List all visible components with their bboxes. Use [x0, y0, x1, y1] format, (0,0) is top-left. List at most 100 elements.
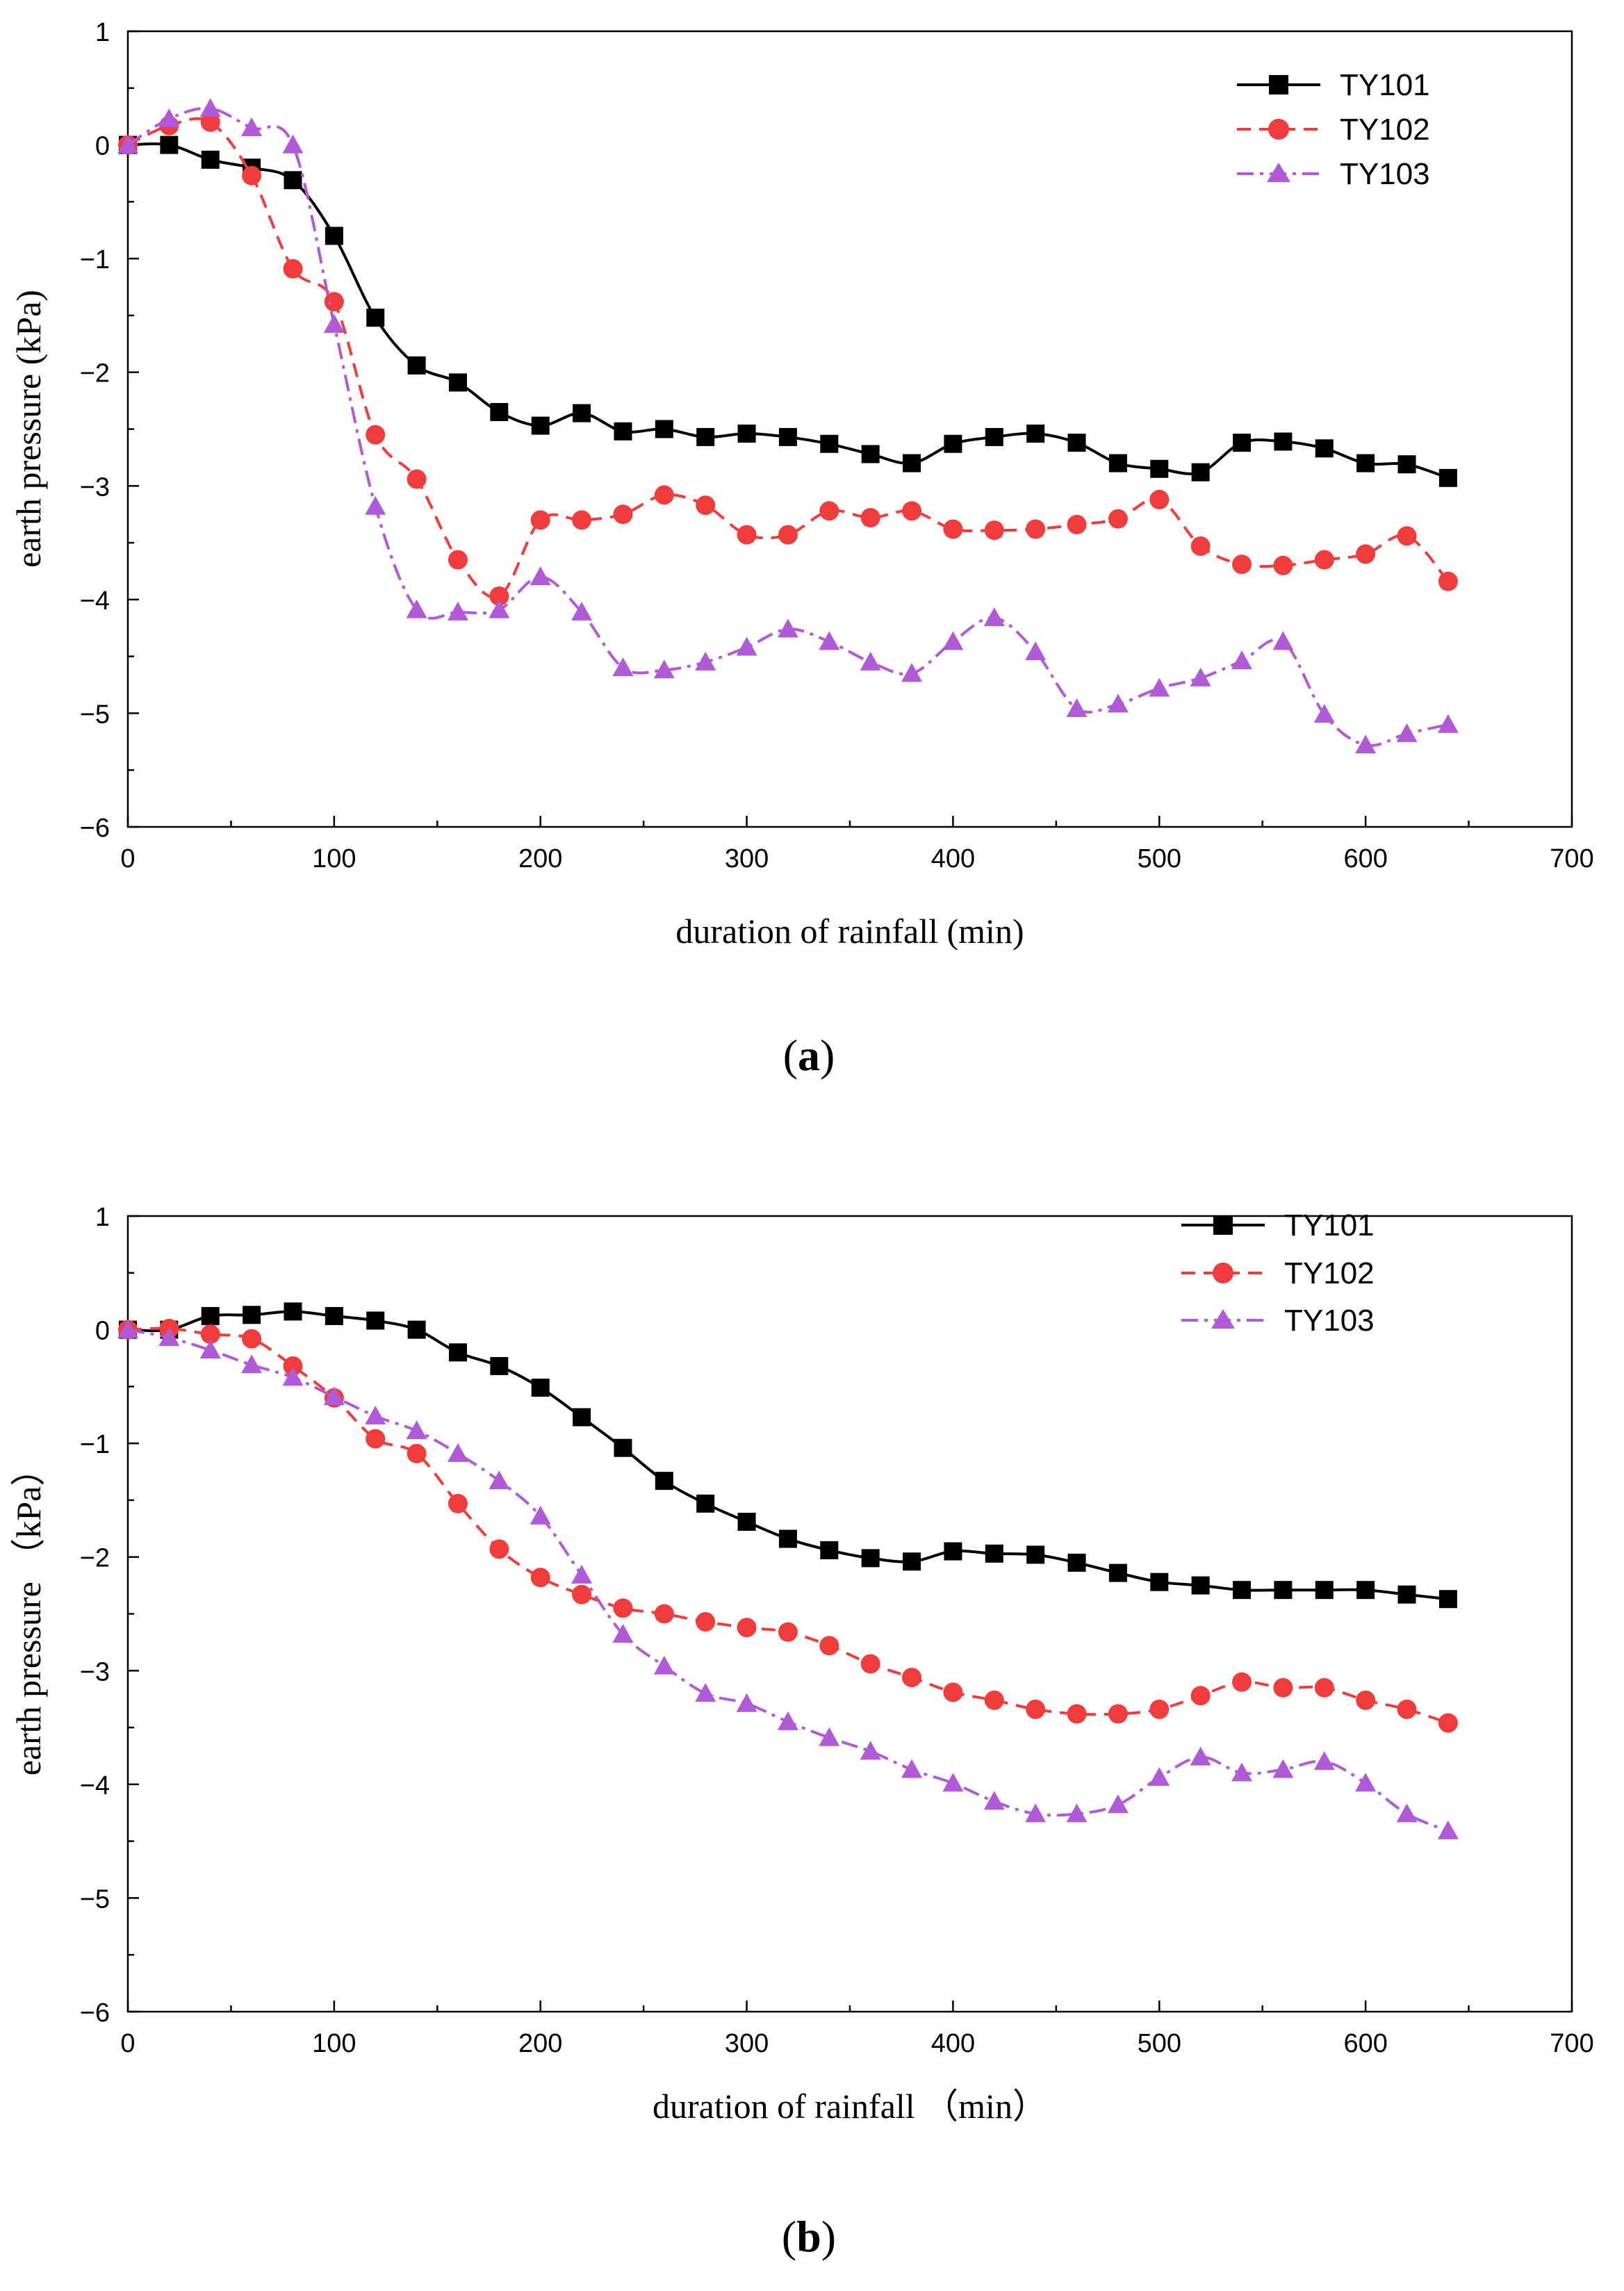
data-point	[572, 1584, 592, 1604]
data-point	[199, 1340, 221, 1359]
data-point	[241, 117, 263, 137]
data-point	[901, 663, 923, 682]
data-point	[448, 373, 467, 392]
y-tick-label: −6	[80, 814, 110, 843]
data-point	[1356, 544, 1376, 564]
data-point	[860, 1654, 880, 1674]
data-point	[1315, 1581, 1334, 1600]
data-point	[903, 454, 921, 473]
data-point	[447, 1443, 468, 1462]
data-point	[1149, 1767, 1170, 1787]
data-point	[530, 510, 550, 530]
series-layer	[117, 1302, 1459, 1839]
data-point	[1273, 555, 1293, 575]
caption-letter: a	[798, 1030, 820, 1080]
data-point	[1314, 1677, 1334, 1698]
data-point	[1272, 1759, 1294, 1778]
data-point	[1149, 1699, 1170, 1719]
y-tick-label: −1	[80, 245, 110, 274]
data-point	[903, 1552, 921, 1571]
data-point	[406, 599, 427, 618]
x-tick-label: 300	[725, 2029, 769, 2058]
data-point	[943, 1682, 963, 1702]
data-point	[1397, 526, 1417, 546]
x-axis-label: duration of rainfall （min）	[653, 2087, 1047, 2126]
x-tick-label: 300	[725, 844, 769, 873]
data-point	[242, 165, 262, 186]
data-point	[1150, 1573, 1169, 1591]
legend-label: TY103	[1340, 157, 1430, 191]
series-ty102	[118, 112, 1458, 606]
data-point	[1108, 1704, 1128, 1724]
data-point	[1190, 667, 1211, 687]
legend-triangle-marker	[1211, 1309, 1235, 1329]
data-point	[944, 434, 962, 453]
data-point	[653, 1655, 675, 1675]
data-point	[612, 1623, 634, 1643]
data-point	[201, 150, 220, 169]
data-point	[1314, 550, 1334, 570]
y-tick-label: −6	[80, 1998, 110, 2028]
legend-entry-ty101: TY101	[1237, 68, 1430, 102]
data-point	[1150, 459, 1169, 478]
x-tick-label: 400	[931, 844, 975, 873]
data-point	[1108, 454, 1127, 473]
panel-caption: (b)	[782, 2212, 836, 2261]
data-point	[447, 601, 468, 621]
legend-entry-ty102: TY102	[1181, 1256, 1375, 1290]
data-point	[1355, 1773, 1377, 1792]
tick-marks	[126, 30, 1573, 828]
data-point	[1397, 1585, 1416, 1604]
data-point	[407, 469, 427, 489]
data-point	[902, 501, 922, 521]
x-tick-label: 500	[1138, 2029, 1181, 2058]
data-point	[242, 1329, 262, 1349]
data-point	[366, 1429, 386, 1449]
data-point	[1356, 1581, 1375, 1600]
data-point	[819, 631, 840, 650]
legend: TY101 TY102 TY103	[1237, 68, 1430, 191]
y-tick-label: −3	[80, 473, 110, 502]
data-point	[1233, 1581, 1252, 1600]
y-axis-label: earth pressure (kPa)	[9, 290, 48, 568]
data-point	[1067, 514, 1087, 534]
data-point	[983, 1791, 1005, 1810]
data-point	[820, 434, 839, 453]
data-point	[1190, 536, 1211, 556]
data-point	[737, 1513, 756, 1532]
series-ty101	[119, 136, 1457, 487]
x-tick-label: 100	[312, 844, 356, 873]
series-ty101	[119, 1302, 1457, 1609]
series-line	[126, 106, 1449, 748]
y-tick-label: −2	[80, 1544, 110, 1573]
data-point	[614, 1438, 632, 1457]
data-point	[778, 1529, 797, 1548]
data-point	[323, 314, 345, 334]
data-point	[819, 1727, 840, 1746]
legend-entry-ty103: TY103	[1181, 1304, 1375, 1338]
data-point	[200, 112, 220, 132]
data-point	[655, 1472, 673, 1491]
data-point	[696, 427, 715, 446]
data-point	[325, 1306, 343, 1325]
y-axis-label: earth pressure （kPa）	[9, 1452, 48, 1776]
series-ty103	[117, 98, 1459, 754]
data-point	[655, 420, 673, 438]
data-point	[1396, 723, 1418, 742]
data-point	[696, 495, 716, 516]
panel-a: 0 100 200 300 400 500 600 700 1 0 −1 −2 −3 −4 −5 −6 dur…	[9, 18, 1594, 1080]
data-point	[1231, 650, 1253, 670]
data-point	[1066, 1803, 1088, 1823]
series-line	[127, 1310, 1449, 1601]
data-point	[860, 1741, 881, 1760]
data-point	[406, 1420, 427, 1440]
data-point	[323, 1386, 345, 1406]
data-point	[612, 657, 634, 676]
data-point	[1025, 641, 1047, 661]
data-point	[1437, 1820, 1459, 1839]
x-tick-label: 600	[1343, 2029, 1387, 2058]
data-point	[490, 402, 509, 421]
data-point	[365, 495, 386, 515]
data-point	[117, 134, 138, 154]
data-point	[1437, 714, 1459, 733]
